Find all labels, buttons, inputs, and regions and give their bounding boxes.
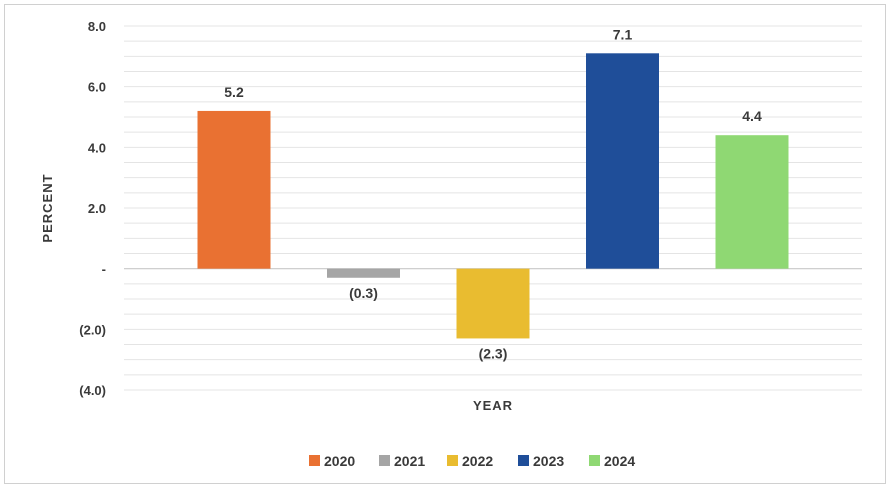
data-label-2024: 4.4 (742, 108, 762, 124)
y-tick-label: 8.0 (88, 19, 106, 34)
data-label-2021: (0.3) (349, 285, 378, 301)
bar-2020 (197, 110, 271, 269)
bar-2024 (715, 135, 789, 269)
y-tick-label: 2.0 (88, 201, 106, 216)
y-axis-ticks: 8.0 6.0 4.0 2.0 - (2.0) (4.0) (79, 19, 106, 398)
legend-swatch-2021 (379, 455, 390, 466)
bars (197, 53, 789, 339)
legend-swatch-2022 (447, 455, 458, 466)
bar-2021 (327, 268, 400, 278)
legend-label-2023: 2023 (533, 453, 564, 469)
bar-2022 (456, 268, 530, 339)
legend-label-2024: 2024 (604, 453, 635, 469)
legend-swatch-2023 (518, 455, 529, 466)
y-tick-label: (2.0) (79, 322, 106, 337)
y-tick-label: - (102, 262, 106, 277)
legend: 2020 2021 2022 2023 2024 (309, 453, 635, 469)
legend-label-2020: 2020 (324, 453, 355, 469)
y-tick-label: 4.0 (88, 140, 106, 155)
bar-2023 (586, 53, 659, 269)
legend-swatch-2024 (589, 455, 600, 466)
data-label-2023: 7.1 (613, 26, 633, 42)
data-label-2022: (2.3) (479, 345, 508, 361)
y-tick-label: 6.0 (88, 80, 106, 95)
legend-label-2021: 2021 (394, 453, 425, 469)
y-axis-title: PERCENT (40, 173, 55, 242)
data-label-2020: 5.2 (224, 84, 244, 100)
x-axis-title: YEAR (473, 398, 513, 413)
legend-swatch-2020 (309, 455, 320, 466)
y-tick-label: (4.0) (79, 383, 106, 398)
data-labels: 5.2 (0.3) (2.3) 7.1 4.4 (224, 26, 762, 361)
legend-label-2022: 2022 (462, 453, 493, 469)
